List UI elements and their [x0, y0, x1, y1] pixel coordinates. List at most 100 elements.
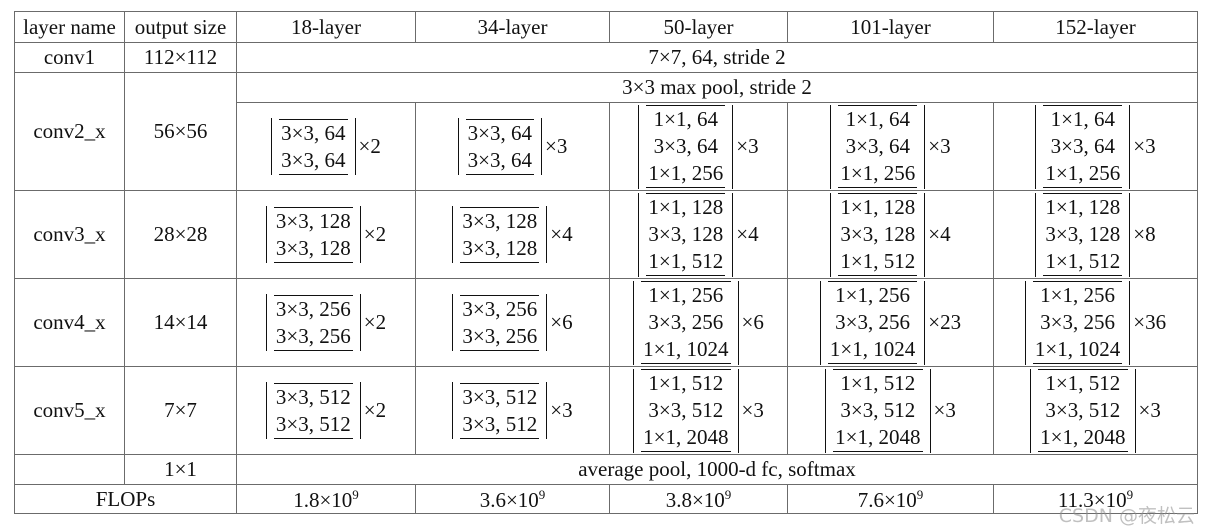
header-config-152: 152-layer	[993, 11, 1198, 43]
block-cell: 3×3, 512 3×3, 512 ×3	[415, 366, 610, 455]
stage-output: 7×7	[124, 366, 237, 455]
block-cell: 3×3, 256 3×3, 256 ×2	[236, 278, 416, 367]
stage-name: conv5_x	[14, 366, 125, 455]
flops-value: 1.8×109	[236, 484, 416, 514]
flops-value: 3.6×109	[415, 484, 610, 514]
block-multiplier: ×3	[550, 398, 573, 422]
stage-row-conv3: conv3_x 28×28 3×3, 128 3×3, 128 ×2 3×3, 128…	[14, 190, 1198, 279]
block-line: 1×1, 256	[648, 161, 724, 185]
bracket: 1×1, 128 3×3, 128 1×1, 512	[830, 192, 926, 277]
watermark: CSDN @夜松云	[1058, 505, 1195, 527]
block-line: 3×3, 256	[462, 296, 538, 321]
flops-mantissa: 3.6×10	[479, 487, 539, 512]
block-matrix: 3×3, 512 3×3, 512 ×2	[265, 382, 387, 439]
flops-value: 7.6×109	[787, 484, 994, 514]
stage-name: conv3_x	[14, 190, 125, 279]
block-cell: 3×3, 128 3×3, 128 ×2	[236, 190, 416, 279]
bracket: 3×3, 256 3×3, 256	[452, 294, 548, 351]
bracket: 3×3, 512 3×3, 512	[452, 382, 548, 439]
block-line: 3×3, 128	[462, 235, 538, 260]
block-cell: 1×1, 128 3×3, 128 1×1, 512 ×4	[609, 190, 788, 279]
block-line: 3×3, 128	[648, 222, 724, 246]
block-cell: 3×3, 256 3×3, 256 ×6	[415, 278, 610, 367]
block-multiplier: ×6	[550, 310, 573, 334]
block-line: 3×3, 64	[467, 120, 532, 145]
block-matrix: 3×3, 256 3×3, 256 ×6	[452, 294, 573, 351]
block-line: 3×3, 128	[275, 208, 351, 233]
flops-exponent: 9	[916, 486, 924, 502]
block-multiplier: ×8	[1133, 222, 1156, 246]
block-line: 3×3, 256	[1040, 310, 1115, 334]
block-line: 3×3, 256	[275, 323, 351, 348]
block-line: 3×3, 64	[281, 120, 346, 145]
block-multiplier: ×3	[1133, 134, 1156, 158]
block-line: 3×3, 512	[648, 398, 724, 422]
block-matrix: 3×3, 256 3×3, 256 ×2	[265, 294, 386, 351]
block-multiplier: ×23	[928, 310, 962, 334]
final-name-empty	[14, 454, 125, 485]
bracket: 3×3, 64 3×3, 64	[271, 118, 356, 175]
block-multiplier: ×3	[741, 398, 764, 422]
block-line: 3×3, 256	[462, 323, 538, 348]
bracket: 3×3, 256 3×3, 256	[265, 294, 361, 351]
block-line: 3×3, 256	[275, 296, 351, 321]
block-line: 1×1, 64	[1050, 107, 1115, 131]
bracket: 1×1, 512 3×3, 512 1×1, 2048	[825, 368, 931, 453]
block-line: 3×3, 64	[1050, 134, 1115, 158]
block-matrix: 3×3, 128 3×3, 128 ×4	[452, 206, 573, 263]
block-multiplier: ×2	[363, 398, 387, 422]
final-row: 1×1 average pool, 1000-d fc, softmax	[14, 454, 1198, 485]
block-line: 3×3, 128	[840, 222, 916, 246]
block-multiplier: ×3	[1138, 398, 1161, 422]
block-line: 1×1, 64	[653, 107, 718, 131]
flops-mantissa: 1.8×10	[293, 487, 353, 512]
bracket: 1×1, 64 3×3, 64 1×1, 256	[638, 104, 734, 189]
block-line: 3×3, 256	[835, 310, 910, 334]
block-line: 1×1, 2048	[643, 425, 729, 449]
block-cell: 1×1, 64 3×3, 64 1×1, 256 ×3	[993, 102, 1198, 191]
header-config-18: 18-layer	[236, 11, 416, 43]
stage-output: 28×28	[124, 190, 237, 279]
block-line: 3×3, 512	[462, 411, 538, 436]
bracket: 1×1, 64 3×3, 64 1×1, 256	[830, 104, 926, 189]
header-config-50: 50-layer	[609, 11, 788, 43]
block-matrix: 1×1, 64 3×3, 64 1×1, 256 ×3	[830, 104, 951, 189]
block-line: 3×3, 64	[281, 147, 346, 172]
block-matrix: 1×1, 256 3×3, 256 1×1, 1024 ×36	[1024, 280, 1166, 365]
flops-mantissa: 11.3×10	[1057, 487, 1127, 512]
header-output-size: output size	[124, 11, 237, 43]
conv1-output: 112×112	[124, 42, 237, 73]
flops-exponent: 9	[538, 486, 546, 502]
bracket: 1×1, 64 3×3, 64 1×1, 256	[1035, 104, 1131, 189]
block-multiplier: ×3	[933, 398, 956, 422]
block-multiplier: ×4	[736, 222, 759, 246]
bracket: 1×1, 512 3×3, 512 1×1, 2048	[633, 368, 739, 453]
block-line: 1×1, 512	[1045, 371, 1121, 395]
flops-mantissa: 7.6×10	[857, 487, 917, 512]
bracket: 1×1, 256 3×3, 256 1×1, 1024	[1024, 280, 1131, 365]
bracket: 3×3, 128 3×3, 128	[452, 206, 548, 263]
block-cell: 1×1, 256 3×3, 256 1×1, 1024 ×6	[609, 278, 788, 367]
block-cell: 1×1, 512 3×3, 512 1×1, 2048 ×3	[609, 366, 788, 455]
block-line: 3×3, 128	[462, 208, 538, 233]
block-line: 1×1, 128	[1045, 195, 1121, 219]
block-cell: 1×1, 512 3×3, 512 1×1, 2048 ×3	[787, 366, 994, 455]
block-line: 3×3, 128	[275, 235, 351, 260]
block-line: 1×1, 1024	[829, 337, 916, 361]
block-cell: 1×1, 256 3×3, 256 1×1, 1024 ×23	[787, 278, 994, 367]
block-line: 1×1, 512	[648, 371, 724, 395]
block-line: 1×1, 256	[1040, 283, 1115, 307]
bracket: 1×1, 256 3×3, 256 1×1, 1024	[633, 280, 739, 365]
final-desc: average pool, 1000-d fc, softmax	[236, 454, 1198, 485]
bracket: 1×1, 256 3×3, 256 1×1, 1024	[819, 280, 926, 365]
block-cell: 1×1, 128 3×3, 128 1×1, 512 ×8	[993, 190, 1198, 279]
block-line: 1×1, 2048	[835, 425, 921, 449]
flops-value: 11.3×109	[993, 484, 1198, 514]
block-line: 1×1, 1024	[1034, 337, 1121, 361]
block-matrix: 1×1, 64 3×3, 64 1×1, 256 ×3	[1035, 104, 1156, 189]
block-cell: 1×1, 256 3×3, 256 1×1, 1024 ×36	[993, 278, 1198, 367]
block-matrix: 3×3, 64 3×3, 64 ×2	[271, 118, 381, 175]
stage-row-conv2: 3×3, 64 3×3, 64 ×2 3×3, 64 3×3, 64 ×3 1×1, 64 3…	[15, 102, 1198, 191]
block-matrix: 1×1, 128 3×3, 128 1×1, 512 ×4	[830, 192, 951, 277]
header-config-101: 101-layer	[787, 11, 994, 43]
